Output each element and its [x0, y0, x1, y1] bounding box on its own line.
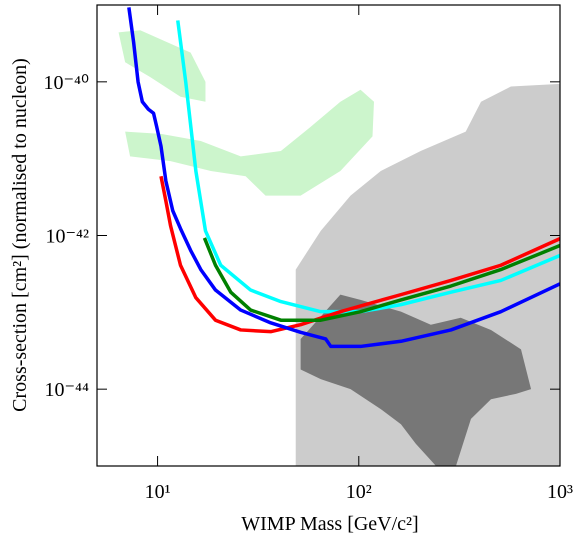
limit-curve [127, 7, 560, 349]
x-tick-label: 10¹ [145, 481, 171, 503]
shaded-region [125, 89, 374, 196]
y-tick-label: 10⁻⁴⁰ [43, 72, 89, 94]
limit-curve [202, 237, 560, 322]
lines [127, 7, 560, 349]
limit-curve [159, 175, 560, 334]
x-tick-label: 10³ [547, 481, 573, 503]
limit-curve [176, 20, 560, 314]
y-tick-label: 10⁻⁴² [45, 226, 89, 248]
regions [118, 30, 560, 466]
shaded-region [118, 30, 206, 102]
y-tick-label: 10⁻⁴⁴ [44, 379, 89, 401]
x-tick-label: 10² [346, 481, 372, 503]
x-axis-label: WIMP Mass [GeV/c²] [241, 513, 418, 535]
shaded-region [300, 294, 532, 466]
y-axis-label: Cross-section [cm²] (normalised to nucle… [9, 58, 31, 412]
